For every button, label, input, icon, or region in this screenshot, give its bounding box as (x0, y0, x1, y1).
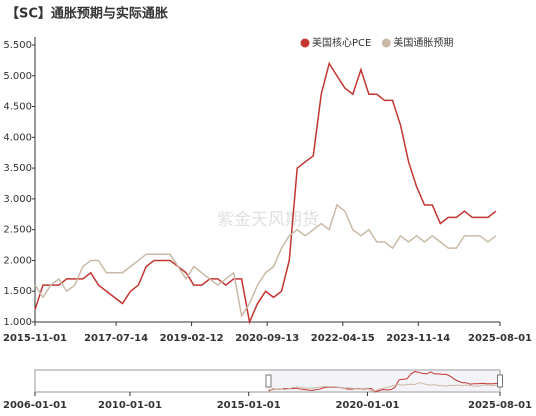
y-tick-label: 3.000 (3, 194, 32, 205)
x-tick-label: 2017-07-14 (84, 333, 148, 344)
y-tick-label: 4.000 (3, 132, 32, 143)
x-tick-label: 2019-02-12 (160, 333, 224, 344)
x-tick-label: 2023-11-14 (386, 333, 450, 344)
x-tick-label: 2022-04-15 (311, 333, 375, 344)
y-tick-label: 1.000 (3, 317, 32, 328)
x-tick-label: 2015-11-01 (3, 333, 67, 344)
chart-title: 【SC】通胀预期与实际通胀 (6, 6, 168, 22)
x-tick-label: 2020-09-13 (235, 333, 299, 344)
y-tick-label: 5.000 (3, 71, 32, 82)
legend-marker (381, 38, 391, 48)
slider-tick-label: 2006-01-01 (3, 400, 67, 411)
y-tick-label: 1.500 (3, 286, 32, 297)
slider-tick-label: 2020-01-01 (335, 400, 399, 411)
series-line (34, 61, 497, 325)
y-tick-label: 5.500 (3, 40, 32, 51)
y-tick-label: 2.000 (3, 255, 32, 266)
slider-tick-label: 2025-08-01 (468, 400, 532, 411)
y-tick-label: 3.500 (3, 163, 32, 174)
legend-label[interactable]: 美国核心PCE (312, 36, 371, 49)
slider-handle[interactable] (265, 374, 272, 388)
slider-tick-label: 2015-01-01 (217, 400, 281, 411)
slider-handle[interactable] (497, 374, 503, 388)
y-tick-label: 4.500 (3, 102, 32, 113)
slider-window[interactable] (268, 370, 500, 392)
slider-line (268, 382, 499, 393)
legend-marker (300, 38, 310, 48)
watermark: 紫金天风期货 (217, 210, 319, 230)
legend-label[interactable]: 美国通胀预期 (393, 36, 453, 49)
x-tick-label: 2025-08-01 (468, 333, 532, 344)
series-line (34, 203, 497, 318)
slider-tick-label: 2010-01-01 (98, 400, 162, 411)
slider-line (268, 370, 499, 393)
y-tick-label: 2.500 (3, 225, 32, 236)
